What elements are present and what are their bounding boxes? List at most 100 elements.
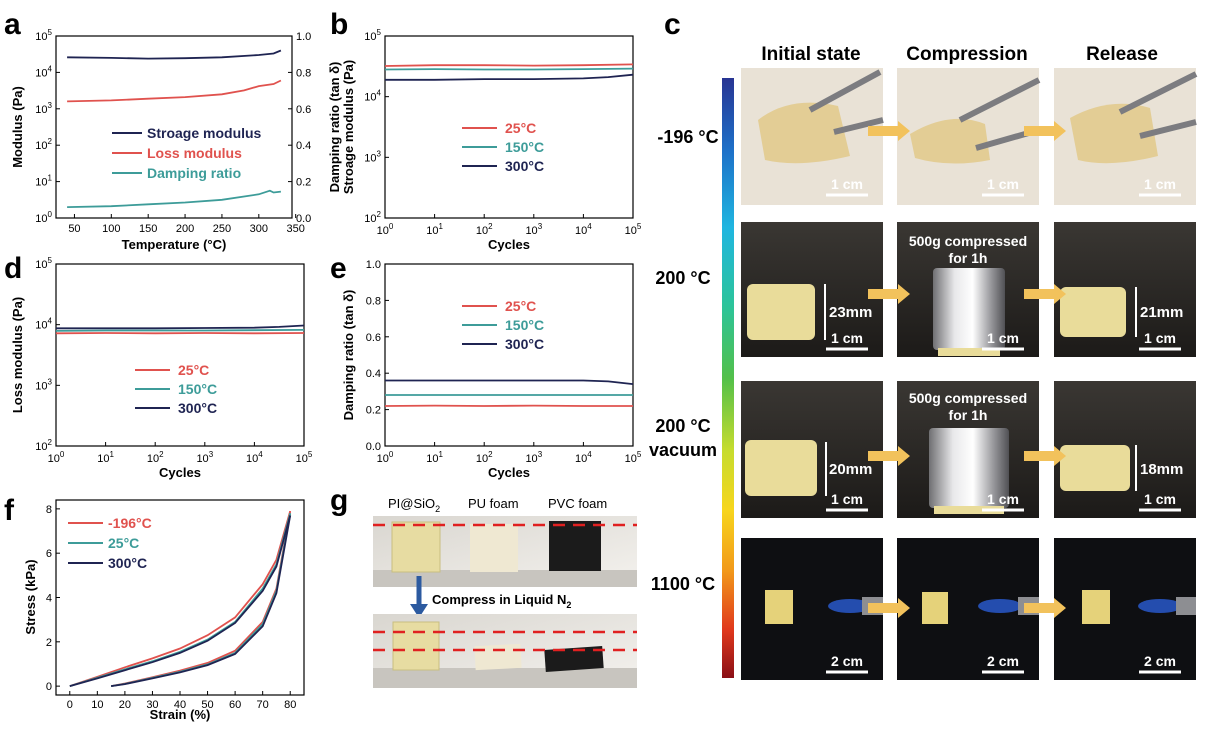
panel-label-a: a: [4, 8, 21, 41]
panel-label-g: g: [330, 484, 348, 517]
c-sample-3-1: [745, 440, 817, 496]
chart-d-xtick-label: 104: [246, 450, 263, 465]
c-temperature-colorbar: [722, 78, 734, 678]
legend-e-150: 150°C: [505, 317, 544, 333]
chart-f-xtick-label: 0: [67, 699, 73, 711]
c-flame-4-3: [1138, 599, 1182, 613]
chart-f-series: [70, 511, 290, 686]
chart-a-line-0: [67, 51, 281, 59]
c-scale-1-2: 1 cm: [987, 176, 1019, 192]
chart-d-line-2: [56, 326, 304, 329]
chart-a-y2tick-label: 0.0: [296, 213, 311, 225]
c-temp-vacuum: vacuum: [649, 440, 717, 460]
chart-f-loading-2: [70, 516, 290, 687]
chart-b-line-1: [385, 69, 633, 70]
chart-f-frame: [56, 500, 304, 695]
chart-b-line-0: [385, 64, 633, 66]
g-photo-before-table: [373, 570, 637, 587]
c-sample-4-2: [922, 592, 948, 624]
chart-d-ytick-label: 104: [35, 317, 52, 332]
legend-a-damping: Damping ratio: [147, 165, 241, 181]
chart-b-ytick-label: 102: [364, 210, 381, 225]
chart-d-xtick-label: 101: [97, 450, 114, 465]
chart-f-xlabel: Strain (%): [150, 707, 211, 722]
chart-f-ytick-label: 6: [46, 548, 52, 560]
panel-label-f: f: [4, 494, 15, 527]
chart-a-y2tick-label: 0.4: [296, 140, 311, 152]
chart-e-xlabel: Cycles: [488, 465, 530, 480]
legend-b-300: 300°C: [505, 158, 544, 174]
chart-e-ytick-label: 1.0: [366, 259, 381, 271]
c-scale-3-2: 1 cm: [987, 491, 1019, 507]
chart-f-ytick-label: 2: [46, 637, 52, 649]
chart-a-line-2: [67, 191, 281, 207]
chart-e-xtick-label: 103: [525, 450, 542, 465]
c-sample-4-3: [1082, 590, 1110, 624]
chart-a-ytick-label: 103: [35, 101, 52, 116]
legend-f-300: 300°C: [108, 555, 147, 571]
c-dim-18mm: 18mm: [1140, 461, 1183, 478]
chart-b-xtick-label: 104: [575, 222, 592, 237]
chart-f-xtick-label: 80: [284, 699, 296, 711]
chart-d-xtick-label: 105: [296, 450, 313, 465]
chart-a-ytick-label: 105: [35, 28, 52, 43]
chart-e-ytick-label: 0.2: [366, 405, 381, 417]
c-sample-2-3: [1060, 287, 1126, 337]
chart-d-ytick-label: 105: [35, 256, 52, 271]
chart-e-line-2: [385, 381, 633, 385]
chart-f-xtick-label: 20: [119, 699, 131, 711]
g-sample-pvc-before: [549, 521, 601, 571]
chart-d-frame: [56, 264, 304, 446]
chart-e-xtick-label: 105: [625, 450, 642, 465]
chart-b-ytick-label: 104: [364, 89, 381, 104]
chart-a-y2tick-label: 0.6: [296, 104, 311, 116]
chart-a-xtick-label: 250: [213, 223, 231, 235]
c-header-release: Release: [1086, 44, 1158, 65]
chart-b-xtick-label: 102: [476, 222, 493, 237]
chart-a-y2label: Damping ratio (tan δ): [327, 62, 342, 193]
c-temp-1100: 1100 °C: [651, 574, 715, 594]
c-compress-label-2-b: for 1h: [949, 250, 988, 266]
chart-a-xtick-label: 150: [139, 223, 157, 235]
c-header-compression: Compression: [906, 44, 1027, 65]
chart-a-ytick-label: 100: [35, 210, 52, 225]
g-sample-pi-before: [392, 522, 440, 572]
chart-f-ylabel: Stress (kPa): [23, 559, 38, 634]
chart-e-xtick-label: 101: [426, 450, 443, 465]
c-scale-1-1: 1 cm: [831, 176, 863, 192]
c-scale-2-3: 1 cm: [1144, 330, 1176, 346]
chart-a-ytick-label: 101: [35, 174, 52, 189]
legend-e-300: 300°C: [505, 336, 544, 352]
c-header-initial: Initial state: [761, 44, 860, 65]
c-sample-3-3: [1060, 445, 1130, 491]
c-sample-4-1: [765, 590, 793, 624]
chart-b-series: [385, 64, 633, 79]
chart-a-legend: Stroage modulus Loss modulus Damping rat…: [112, 125, 262, 181]
c-sample-2-1: [747, 284, 815, 340]
chart-f-xtick-label: 60: [229, 699, 241, 711]
c-compress-label-3-b: for 1h: [949, 407, 988, 423]
c-scale-2-2: 1 cm: [987, 330, 1019, 346]
chart-e-frame: [385, 264, 633, 446]
chart-a-y2tick-label: 0.8: [296, 67, 311, 79]
chart-a-xtick-label: 300: [250, 223, 268, 235]
chart-b-xlabel: Cycles: [488, 237, 530, 252]
c-scale-4-3: 2 cm: [1144, 653, 1176, 669]
chart-f-xtick-label: 10: [91, 699, 103, 711]
legend-d-150: 150°C: [178, 381, 217, 397]
chart-f-loading-1: [70, 513, 290, 686]
legend-f-196: -196°C: [108, 515, 152, 531]
c-scale-4-1: 2 cm: [831, 653, 863, 669]
c-row-1100: 2 cm 2 cm 2 cm: [741, 538, 1196, 680]
c-scale-3-1: 1 cm: [831, 491, 863, 507]
chart-d-series: [56, 326, 304, 334]
legend-d-300: 300°C: [178, 400, 217, 416]
chart-e-ytick-label: 0.8: [366, 295, 381, 307]
chart-e-ylabel: Damping ratio (tan δ): [341, 290, 356, 421]
g-photo-after-table: [373, 668, 637, 688]
